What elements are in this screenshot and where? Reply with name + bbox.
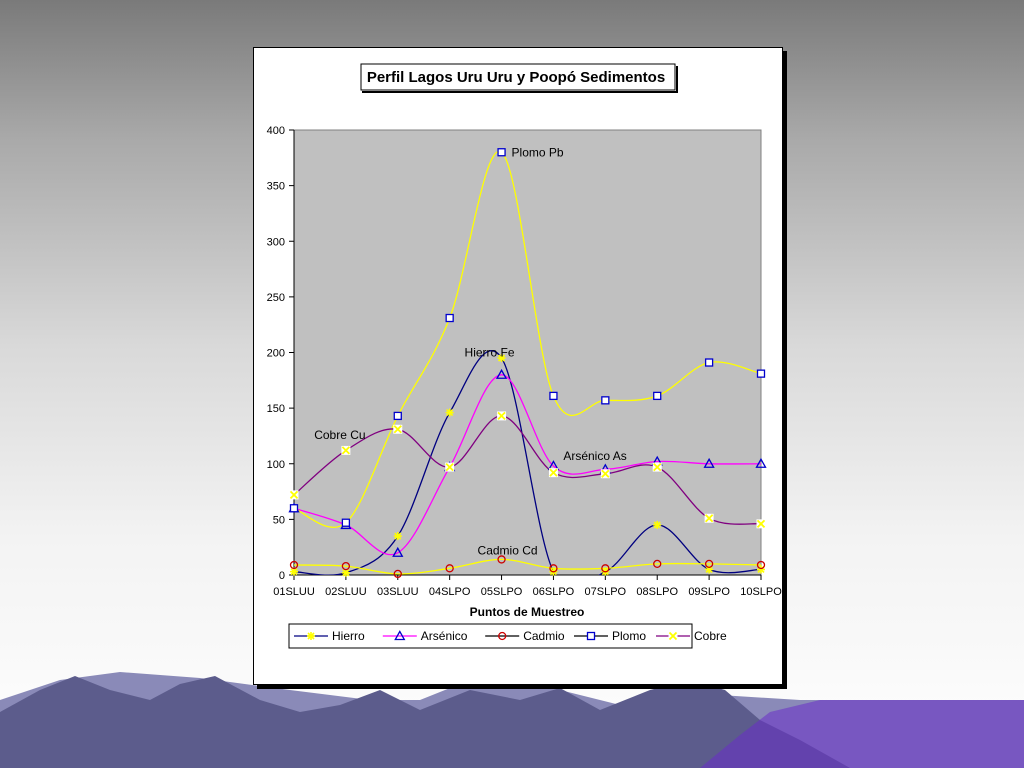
point-cadmio (653, 559, 662, 569)
series-markers (288, 148, 767, 579)
annotation-cobre-cu: Cobre Cu (314, 428, 365, 442)
point-cobre (704, 513, 714, 523)
legend-label-arsenico: Arsénico (421, 629, 468, 643)
point-plomo (289, 504, 299, 513)
series-line-cobre (294, 415, 761, 525)
legend-label-cobre: Cobre (694, 629, 727, 643)
x-tick-label: 01SLUU (273, 586, 315, 598)
title-box: Perfil Lagos Uru Uru y Poopó Sedimentos (360, 63, 678, 93)
legend-marker-hierro (307, 632, 315, 640)
x-tick-label: 03SLUU (377, 586, 419, 598)
series-line-arsenico (294, 374, 761, 556)
ridge-highlight (700, 700, 1024, 768)
point-plomo (756, 369, 766, 378)
legend-label-hierro: Hierro (332, 629, 365, 643)
point-hierro (290, 567, 298, 576)
series-lines (294, 150, 761, 575)
chart-panel: Perfil Lagos Uru Uru y Poopó Sedimentos … (253, 47, 783, 685)
series-line-cadmio (294, 558, 761, 575)
point-plomo (549, 391, 558, 401)
legend-marker-cobre (668, 631, 678, 641)
point-cadmio (341, 561, 351, 571)
point-plomo (704, 358, 714, 367)
y-tick-label: 100 (267, 459, 285, 471)
point-hierro (393, 532, 402, 541)
point-cobre (548, 468, 558, 478)
point-plomo (445, 313, 454, 323)
point-arsenico (703, 457, 715, 468)
y-tick-label: 150 (267, 403, 285, 415)
x-tick-label: 06SLPO (533, 586, 575, 598)
plot-area (293, 129, 762, 576)
point-plomo (393, 411, 402, 421)
point-plomo (653, 391, 662, 401)
legend-label-plomo: Plomo (612, 629, 646, 643)
y-tick-label: 0 (279, 570, 285, 582)
legend-marker-cadmio (498, 631, 507, 641)
chart-title: Perfil Lagos Uru Uru y Poopó Sedimentos (367, 69, 665, 86)
point-cadmio (704, 559, 714, 569)
point-hierro (653, 520, 662, 529)
legend-marker-arsenico (394, 630, 406, 641)
y-tick-label: 50 (273, 514, 285, 526)
annotation-cadmio-cd: Cadmio Cd (478, 544, 538, 558)
point-cobre (600, 469, 610, 479)
x-tick-label: 04SLPO (429, 586, 471, 598)
point-plomo (601, 396, 610, 405)
point-arsenico (392, 546, 404, 557)
point-cadmio (289, 560, 299, 570)
point-cadmio (756, 560, 766, 570)
y-tick-label: 300 (267, 236, 285, 248)
point-plomo (497, 148, 506, 157)
x-tick-label: 08SLPO (636, 586, 678, 598)
legend: Hierro Arsénico Cadmio Plomo Cobre (288, 623, 727, 649)
point-cobre (652, 462, 662, 472)
point-cadmio (445, 564, 454, 573)
point-cobre (393, 424, 403, 434)
x-tick-label: 05SLPO (481, 586, 523, 598)
x-tick-label: 09SLPO (688, 586, 730, 598)
point-hierro (497, 354, 506, 363)
y-tick-label: 400 (267, 125, 285, 137)
point-hierro (445, 408, 454, 417)
x-tick-label: 10SLPO (740, 586, 782, 598)
y-axis: 0 50 100 150 200 250 300 350 400 (267, 125, 295, 582)
point-cobre (756, 519, 766, 529)
annotations: Plomo Pb Hierro Fe Cobre Cu Arsénico As Cadm… (314, 145, 626, 557)
point-cobre (289, 490, 299, 500)
legend-marker-plomo (586, 631, 596, 641)
y-tick-label: 200 (267, 348, 285, 360)
annotation-hierro-fe: Hierro Fe (465, 346, 515, 360)
annotation-plomo-pb: Plomo Pb (512, 145, 564, 159)
point-arsenico (755, 457, 767, 468)
point-cobre (497, 411, 507, 421)
series-line-hierro (294, 350, 761, 575)
point-arsenico (495, 368, 508, 379)
near-mountain-range (0, 676, 850, 768)
x-axis-title: Puntos de Muestreo (470, 605, 585, 619)
point-plomo (341, 518, 351, 527)
point-cadmio (549, 564, 558, 573)
point-cobre (445, 462, 455, 472)
line-chart: Perfil Lagos Uru Uru y Poopó Sedimentos … (267, 63, 782, 649)
point-cadmio (393, 569, 402, 579)
x-tick-label: 07SLPO (585, 586, 627, 598)
y-tick-label: 350 (267, 181, 285, 193)
point-cobre (341, 445, 351, 455)
x-axis: 01SLUU 02SLUU 03SLUU 04SLPO 05SLPO 06SLPO 07SL… (273, 574, 782, 598)
point-cadmio (601, 564, 610, 573)
x-tick-label: 02SLUU (325, 586, 367, 598)
legend-label-cadmio: Cadmio (523, 629, 565, 643)
annotation-arsenico-as: Arsénico As (563, 449, 626, 463)
point-cadmio (497, 555, 506, 564)
y-tick-label: 250 (267, 292, 285, 304)
